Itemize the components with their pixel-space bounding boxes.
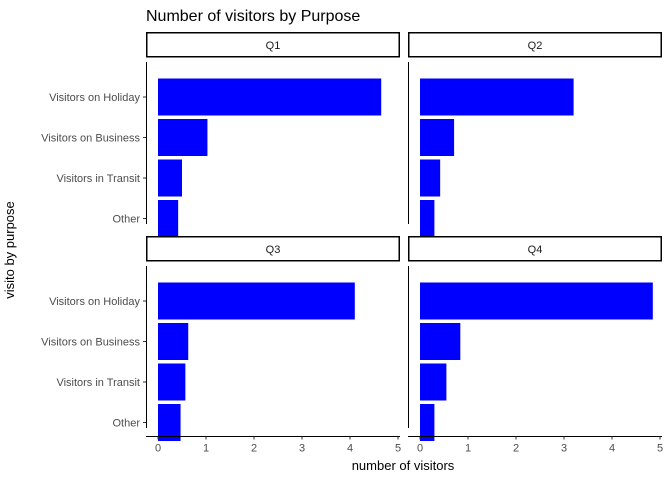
- facet-strip: [146, 32, 400, 58]
- bar: [158, 200, 179, 237]
- y-axis-title: visito by purpose: [2, 201, 17, 299]
- x-tick-label: 5: [395, 443, 401, 455]
- y-tick-label: Visitors in Transit: [56, 377, 140, 389]
- bar: [158, 363, 186, 401]
- bar: [420, 159, 441, 197]
- facet-panels: Q1 Visitors on Holiday Visitors on Busines…: [41, 32, 663, 455]
- facet-strip: [408, 236, 662, 262]
- x-tick-label: 3: [299, 443, 305, 455]
- y-tick-label: Visitors on Business: [41, 133, 140, 145]
- x-tick-label: 1: [465, 443, 471, 455]
- bar: [420, 78, 574, 116]
- y-tick-label: Other: [112, 418, 140, 430]
- bar: [420, 363, 447, 401]
- x-tick-label: 0: [155, 443, 161, 455]
- x-tick-label: 2: [251, 443, 257, 455]
- y-tick-label: Visitors on Business: [41, 337, 140, 349]
- facet-strip: [146, 236, 400, 262]
- x-tick-label: 2: [513, 443, 519, 455]
- facet-panel-q1: Q1 Visitors on Holiday Visitors on Busines…: [41, 32, 400, 237]
- x-tick-label: 0: [417, 443, 423, 455]
- facet-panel-q2: Q2: [408, 32, 662, 237]
- bar: [158, 323, 189, 360]
- y-tick-label: Other: [112, 214, 140, 226]
- facet-strip: [408, 32, 662, 58]
- y-tick-label: Visitors on Holiday: [49, 92, 140, 104]
- y-tick-label: Visitors on Holiday: [49, 296, 140, 308]
- bar: [420, 404, 435, 441]
- bar: [420, 200, 435, 237]
- bar: [420, 282, 653, 320]
- facet-strip-label: Q4: [528, 244, 543, 256]
- facet-panel-q3: Q3 Visitors on Holiday Visitors on Busines…: [41, 236, 401, 455]
- x-tick-label: 1: [203, 443, 209, 455]
- bar: [420, 119, 455, 156]
- facet-panel-q4: Q4 0 1 2 3 4 5: [408, 236, 663, 455]
- chart-title: Number of visitors by Purpose: [146, 8, 360, 25]
- bar: [158, 159, 182, 197]
- facet-strip-label: Q2: [528, 40, 543, 52]
- facet-strip-label: Q1: [266, 40, 281, 52]
- x-tick-label: 4: [347, 443, 353, 455]
- y-tick-label: Visitors in Transit: [56, 173, 140, 185]
- bar: [158, 119, 208, 156]
- bar: [158, 78, 382, 116]
- x-tick-label: 5: [657, 443, 663, 455]
- bar: [420, 323, 461, 360]
- x-axis-title: number of visitors: [352, 458, 455, 473]
- x-tick-label: 3: [561, 443, 567, 455]
- bar: [158, 282, 355, 320]
- facet-strip-label: Q3: [266, 244, 281, 256]
- x-tick-label: 4: [609, 443, 615, 455]
- bar: [158, 404, 181, 441]
